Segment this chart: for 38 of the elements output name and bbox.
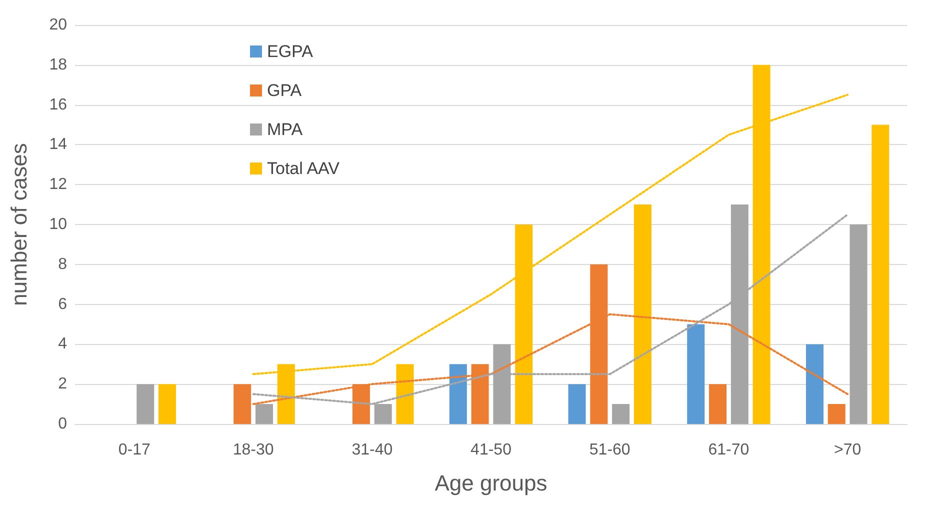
- bar: [449, 364, 467, 424]
- bar: [850, 224, 868, 424]
- y-tick-label: 2: [58, 376, 68, 393]
- bar: [806, 344, 824, 424]
- y-tick-label: 10: [49, 216, 68, 233]
- bar: [568, 384, 586, 424]
- bar: [709, 384, 727, 424]
- bar: [828, 404, 846, 424]
- y-axis-title: number of cases: [6, 143, 32, 306]
- y-tick-label: 20: [49, 16, 68, 34]
- x-axis-title: Age groups: [434, 470, 548, 496]
- x-tick-label: 0-17: [118, 442, 151, 458]
- bar: [158, 384, 176, 424]
- legend-label: GPA: [267, 81, 302, 100]
- legend-label: Total AAV: [267, 159, 340, 178]
- y-tick-label: 12: [49, 176, 68, 194]
- x-tick-label: 31-40: [352, 442, 393, 458]
- y-tick-label: 18: [49, 56, 68, 74]
- y-tick-label: 0: [58, 416, 68, 432]
- y-tick-label: 4: [58, 336, 68, 353]
- x-tick-label: 51-60: [589, 442, 630, 458]
- y-tick-label: 14: [49, 136, 68, 154]
- bar: [612, 404, 630, 424]
- bar: [136, 384, 154, 424]
- legend-label: EGPA: [267, 42, 314, 61]
- legend-label: MPA: [267, 120, 304, 139]
- x-tick-label: >70: [834, 442, 862, 458]
- y-tick-label: 8: [58, 256, 68, 273]
- y-tick-label: 6: [58, 296, 68, 313]
- bar: [687, 324, 705, 424]
- bar: [255, 404, 273, 424]
- x-tick-label: 61-70: [708, 442, 750, 458]
- bar: [634, 204, 652, 424]
- x-tick-label: 18-30: [232, 442, 274, 458]
- bar: [396, 364, 414, 424]
- y-tick-label: 16: [49, 96, 68, 114]
- bar: [872, 124, 890, 424]
- x-tick-label: 41-50: [470, 442, 512, 458]
